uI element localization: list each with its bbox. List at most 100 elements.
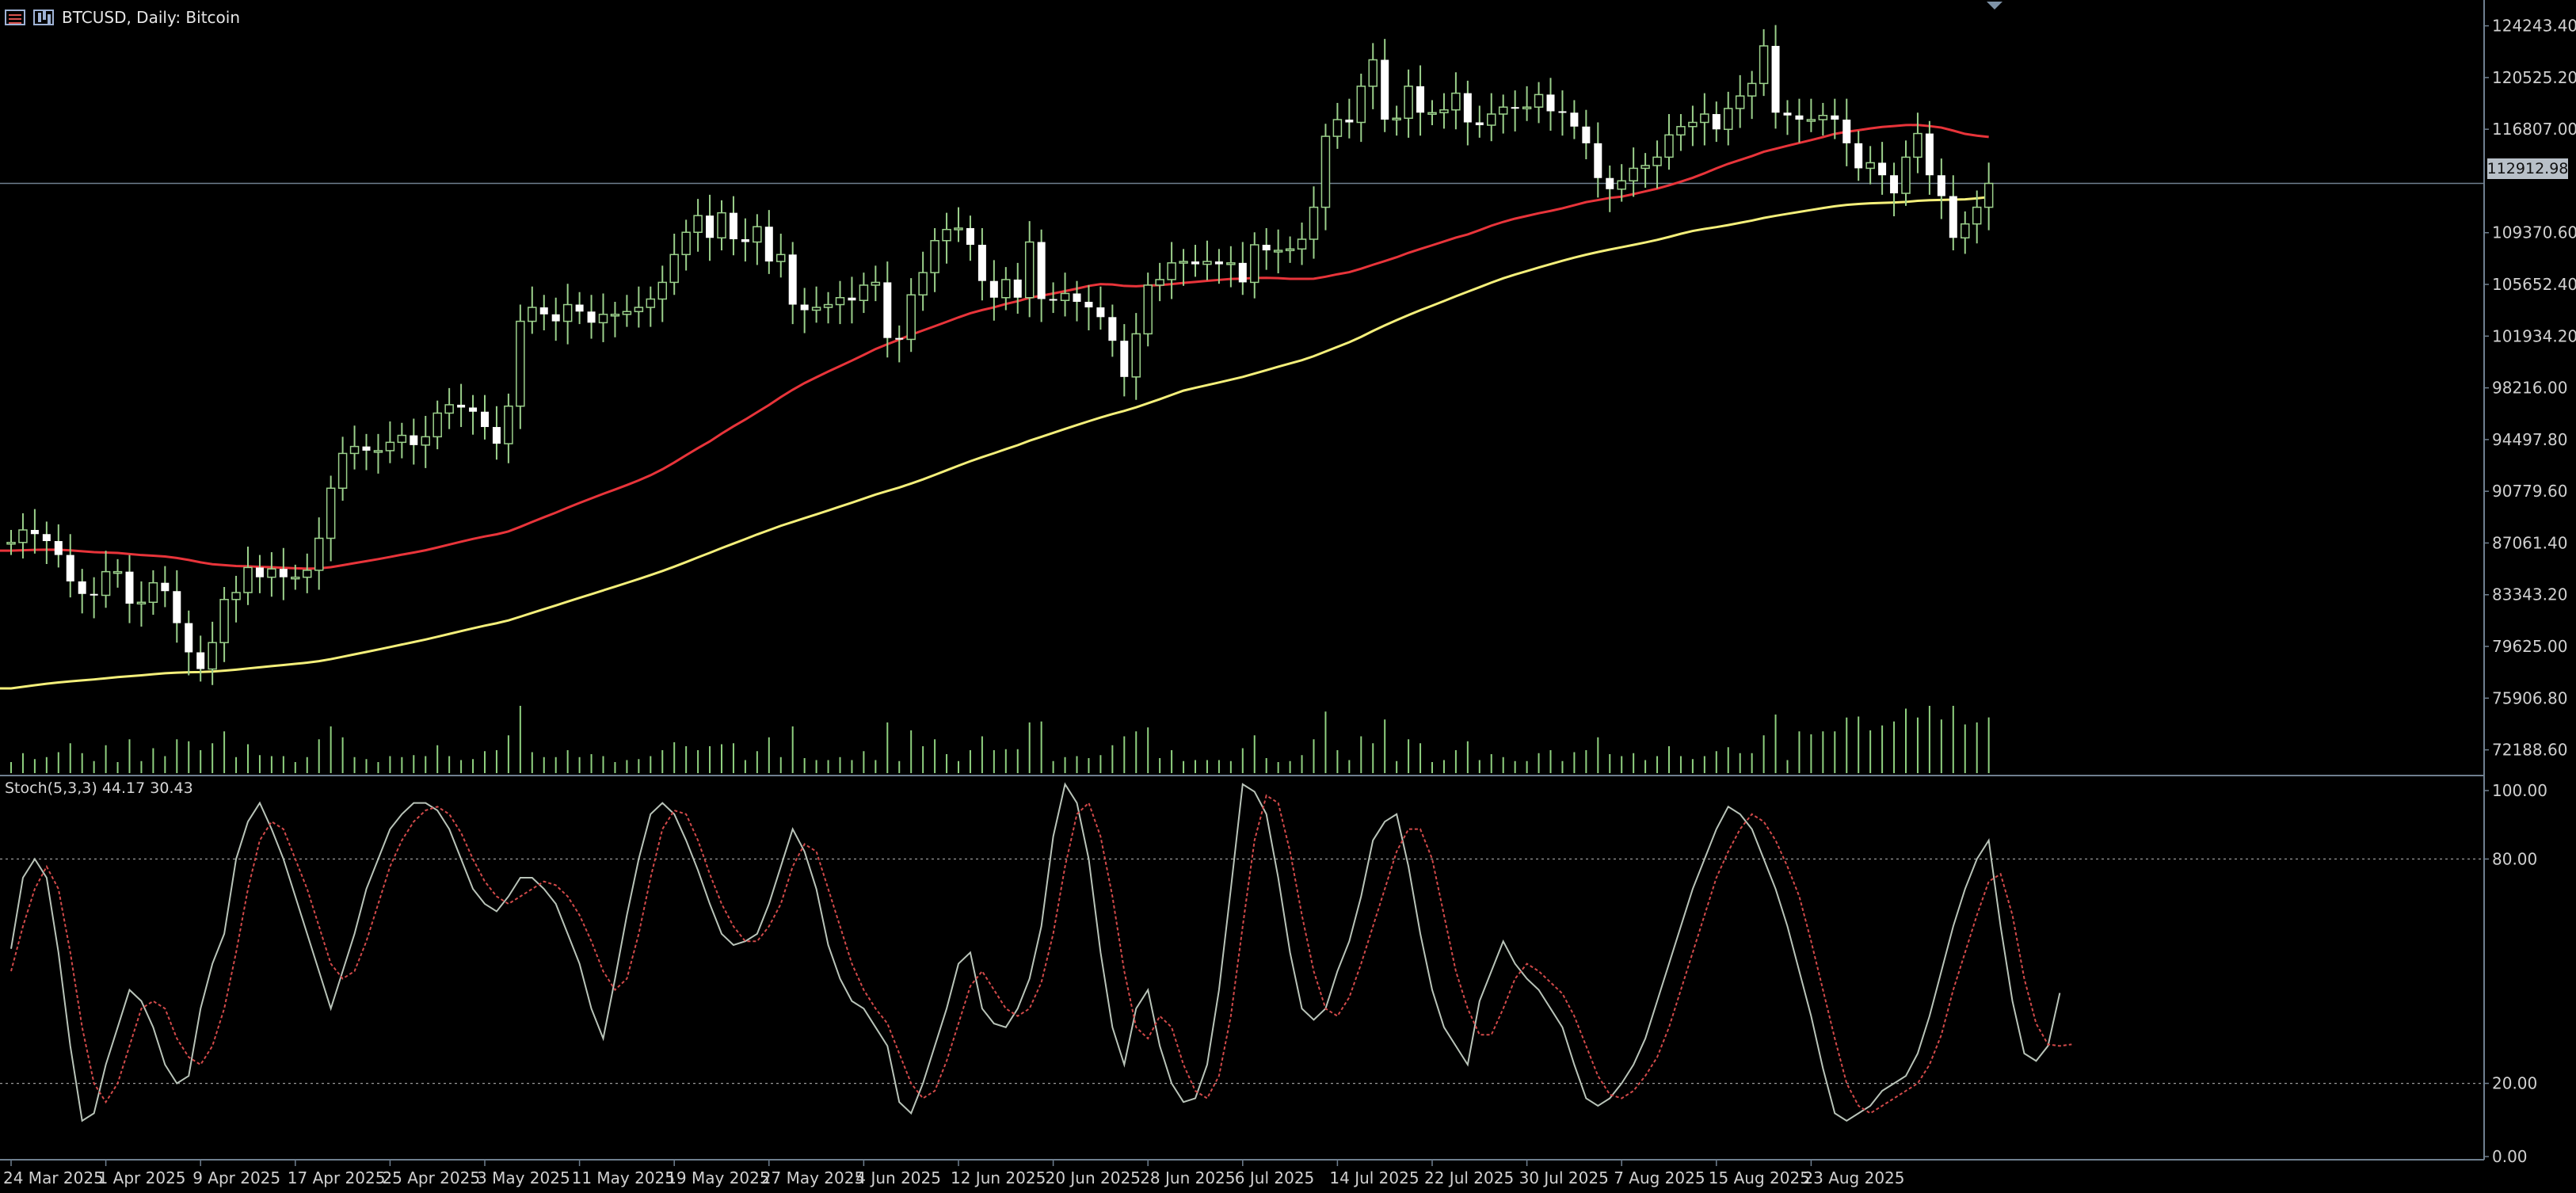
candle-body-bull bbox=[1534, 93, 1544, 108]
candle-body-bear bbox=[1594, 143, 1602, 178]
candle-body-bull bbox=[421, 436, 430, 446]
candle-body-bull bbox=[112, 570, 123, 574]
price-tick-label: 79625.00 bbox=[2492, 637, 2567, 656]
candle-body-bear bbox=[66, 555, 74, 581]
candle-body-bull bbox=[1735, 95, 1745, 109]
candle-body-bear bbox=[362, 446, 371, 451]
candle-body-bull bbox=[291, 576, 300, 580]
candle-body-bear bbox=[1037, 242, 1046, 299]
candle-body-bull bbox=[1060, 292, 1070, 302]
candle-body-bull bbox=[669, 253, 679, 284]
price-tick-label: 101934.20 bbox=[2492, 326, 2576, 345]
stoch-indicator-label: Stoch(5,3,3) 44.17 30.43 bbox=[5, 779, 193, 797]
candle-body-bear bbox=[1381, 59, 1389, 120]
candle-body-bull bbox=[1747, 82, 1757, 97]
time-tick-label: 1 Apr 2025 bbox=[98, 1168, 186, 1187]
candle-body-bear bbox=[1262, 245, 1271, 251]
candle-body-bear bbox=[457, 404, 466, 408]
candle-body-bear bbox=[54, 541, 63, 555]
candle-body-bull bbox=[1818, 114, 1828, 120]
candle-body-bear bbox=[966, 227, 974, 246]
candle-body-bear bbox=[1582, 126, 1591, 143]
candle-body-bear bbox=[1925, 133, 1934, 176]
candle-body-bull bbox=[823, 303, 833, 308]
candle-body-bull bbox=[1320, 135, 1331, 208]
candle-body-bear bbox=[539, 307, 548, 314]
candle-body-bear bbox=[1511, 107, 1519, 109]
price-tick-label: 124243.40 bbox=[2492, 17, 2576, 36]
candle-body-bear bbox=[1854, 143, 1863, 169]
candle-body-bull bbox=[444, 404, 454, 414]
candle-body-bull bbox=[918, 272, 928, 295]
candle-body-bear bbox=[977, 245, 986, 281]
candle-body-bear bbox=[279, 569, 288, 577]
time-tick-label: 25 Apr 2025 bbox=[382, 1168, 480, 1187]
candle-body-bull bbox=[859, 284, 869, 302]
candle-body-bear bbox=[1570, 112, 1579, 127]
candle-body-bull bbox=[136, 601, 147, 605]
chart-list-icon[interactable] bbox=[5, 10, 25, 25]
candle-body-bull bbox=[1640, 165, 1650, 170]
candle-body-bull bbox=[622, 311, 632, 315]
candle-body-bear bbox=[1771, 45, 1780, 113]
time-tick-label: 28 Jun 2025 bbox=[1140, 1168, 1235, 1187]
candle-body-bull bbox=[1143, 284, 1153, 335]
price-tick-label: 105652.40 bbox=[2492, 275, 2576, 294]
candle-body-bear bbox=[1238, 262, 1247, 283]
candle-body-bear bbox=[492, 427, 501, 444]
candle-body-bull bbox=[1404, 86, 1413, 119]
candle-body-bull bbox=[1676, 126, 1686, 136]
price-tick-label: 90779.60 bbox=[2492, 482, 2567, 501]
candle-body-bear bbox=[1120, 341, 1129, 377]
candle-body-bull bbox=[1487, 113, 1496, 126]
candle-body-bull bbox=[303, 570, 312, 578]
candle-body-bull bbox=[1285, 248, 1295, 252]
candle-body-bear bbox=[989, 280, 998, 298]
time-tick-label: 19 May 2025 bbox=[666, 1168, 769, 1187]
time-tick-label: 6 Jul 2025 bbox=[1235, 1168, 1314, 1187]
price-tick-label: 94497.80 bbox=[2492, 430, 2567, 449]
candle-body-bear bbox=[1191, 261, 1199, 265]
candle-body-bull bbox=[349, 445, 360, 455]
candle-body-bear bbox=[30, 529, 39, 535]
price-tick-label: 120525.20 bbox=[2492, 68, 2576, 87]
candle-body-bear bbox=[42, 534, 51, 542]
chart-bars-icon[interactable] bbox=[33, 10, 54, 25]
candle-body-bull bbox=[373, 450, 383, 453]
candle-body-bull bbox=[1439, 109, 1449, 113]
candle-body-bull bbox=[1901, 156, 1911, 194]
candle-body-bull bbox=[1759, 45, 1769, 85]
candle-body-bull bbox=[776, 253, 786, 262]
candle-body-bull bbox=[1522, 106, 1532, 109]
candle-body-bull bbox=[942, 228, 951, 242]
candle-body-bull bbox=[1024, 241, 1035, 299]
candle-body-bull bbox=[326, 487, 336, 539]
candle-body-bear bbox=[1795, 115, 1804, 120]
candle-body-bull bbox=[1155, 279, 1164, 286]
time-tick-label: 9 Apr 2025 bbox=[192, 1168, 280, 1187]
candle-body-bear bbox=[883, 282, 892, 338]
candle-body-bull bbox=[954, 227, 963, 231]
candle-body-bull bbox=[1273, 250, 1283, 253]
candle-body-bear bbox=[185, 623, 193, 653]
candle-body-bull bbox=[1961, 223, 1970, 238]
price-tick-label: 109370.60 bbox=[2492, 223, 2576, 242]
candle-body-bear bbox=[1783, 112, 1792, 116]
candle-body-bull bbox=[1724, 108, 1733, 131]
candle-body-bull bbox=[516, 320, 525, 407]
candle-body-bear bbox=[788, 254, 797, 305]
candle-body-bull bbox=[397, 434, 407, 444]
candle-body-bear bbox=[1475, 122, 1484, 126]
price-tick-label: 98216.00 bbox=[2492, 379, 2567, 398]
time-tick-label: 3 May 2025 bbox=[477, 1168, 570, 1187]
candle-body-bull bbox=[1498, 106, 1508, 115]
candle-body-bull bbox=[1427, 112, 1437, 115]
candle-body-bear bbox=[706, 215, 714, 238]
candle-body-bull bbox=[1309, 206, 1319, 240]
stoch-tick-label: 80.00 bbox=[2492, 849, 2537, 868]
time-tick-label: 30 Jul 2025 bbox=[1519, 1168, 1609, 1187]
candle-body-bear bbox=[1096, 307, 1105, 318]
candle-body-bear bbox=[161, 582, 170, 592]
